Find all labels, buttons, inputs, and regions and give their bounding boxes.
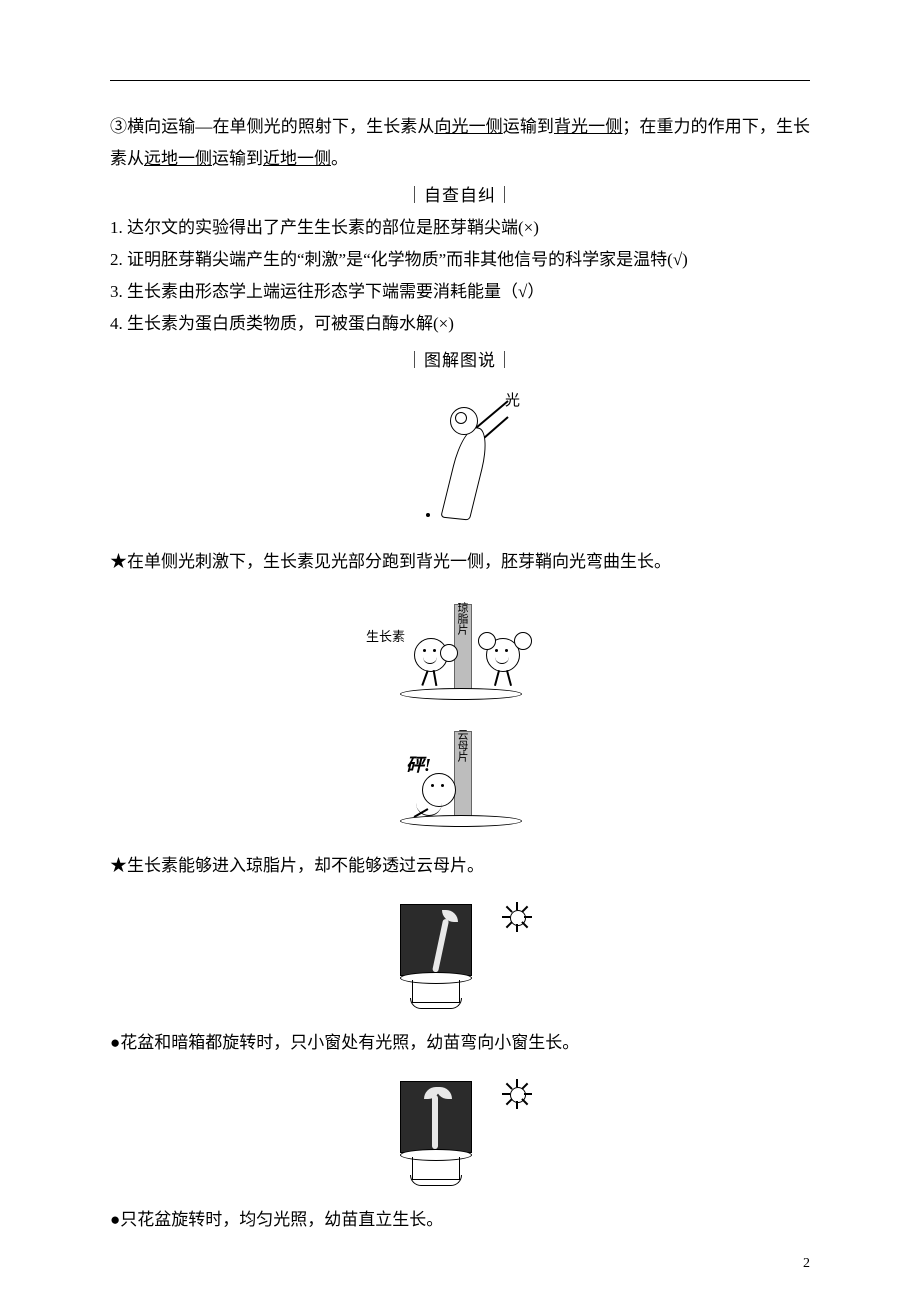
auxin-label: 生长素 xyxy=(366,626,405,645)
bang-label: 砰! xyxy=(406,751,431,777)
hand-icon xyxy=(478,632,496,650)
text: ③横向运输—在单侧光的照射下，生长素从 xyxy=(110,117,434,136)
caption-2: ★生长素能够进入琼脂片，却不能够透过云母片。 xyxy=(110,850,810,882)
base-dot xyxy=(426,513,430,517)
caption-3: ●花盆和暗箱都旋转时，只小窗处有光照，幼苗弯向小窗生长。 xyxy=(110,1027,810,1059)
leg-icon xyxy=(506,670,512,686)
hand-icon xyxy=(440,644,458,662)
figure-3 xyxy=(110,900,810,1015)
rotation-arrow-icon xyxy=(410,998,462,1009)
underline-2: 背光一侧 xyxy=(554,117,622,136)
sun-icon xyxy=(504,904,530,930)
hand-icon xyxy=(514,632,532,650)
plate-icon xyxy=(400,815,522,827)
figure-2b: 云母片 砰! xyxy=(110,723,810,838)
figure-1: 光 xyxy=(110,389,810,534)
caption-1: ★在单侧光刺激下，生长素见光部分跑到背光一侧，胚芽鞘向光弯曲生长。 xyxy=(110,546,810,578)
rotation-arrow-icon xyxy=(410,1175,462,1186)
item-2: 2. 证明胚芽鞘尖端产生的“刺激”是“化学物质”而非其他信号的科学家是温特(√) xyxy=(110,244,810,276)
coleoptile-tip xyxy=(450,407,478,435)
intro-paragraph: ③横向运输—在单侧光的照射下，生长素从向光一侧运输到背光一侧；在重力的作用下，生… xyxy=(110,111,810,175)
plate-icon xyxy=(400,688,522,700)
leg-icon xyxy=(421,670,428,686)
text: 运输到 xyxy=(503,117,554,136)
figure-2b-svg: 云母片 砰! xyxy=(360,723,560,833)
figure-3-svg xyxy=(370,900,550,1010)
leg-icon xyxy=(433,670,438,686)
underline-1: 向光一侧 xyxy=(434,117,502,136)
section-diagram: ｜图解图说｜ xyxy=(110,346,810,371)
item-3: 3. 生长素由形态学上端运往形态学下端需要消耗能量（√） xyxy=(110,276,810,308)
figure-2a: 琼脂片 生长素 xyxy=(110,596,810,711)
caption-4: ●只花盆旋转时，均匀光照，幼苗直立生长。 xyxy=(110,1204,810,1236)
figure-1-svg: 光 xyxy=(390,389,530,529)
item-1: 1. 达尔文的实验得出了产生生长素的部位是胚芽鞘尖端(×) xyxy=(110,212,810,244)
underline-4: 近地一侧 xyxy=(263,149,331,168)
page-number: 2 xyxy=(803,1256,810,1272)
text: 。 xyxy=(331,149,348,168)
figure-4 xyxy=(110,1077,810,1192)
sun-icon xyxy=(504,1081,530,1107)
mica-label: 云母片 xyxy=(455,729,469,762)
leg-icon xyxy=(494,670,500,686)
section-selfcheck: ｜自查自纠｜ xyxy=(110,181,810,206)
page: ③横向运输—在单侧光的照射下，生长素从向光一侧运输到背光一侧；在重力的作用下，生… xyxy=(0,0,920,1302)
item-4: 4. 生长素为蛋白质类物质，可被蛋白酶水解(×) xyxy=(110,308,810,340)
agar-label: 琼脂片 xyxy=(455,602,469,635)
figure-2a-svg: 琼脂片 生长素 xyxy=(360,596,560,706)
coleoptile-stem xyxy=(440,426,492,521)
figure-4-svg xyxy=(370,1077,550,1187)
text: 运输到 xyxy=(212,149,263,168)
seedling-stem xyxy=(432,1095,438,1149)
underline-3: 远地一侧 xyxy=(144,149,212,168)
top-rule xyxy=(110,80,810,81)
